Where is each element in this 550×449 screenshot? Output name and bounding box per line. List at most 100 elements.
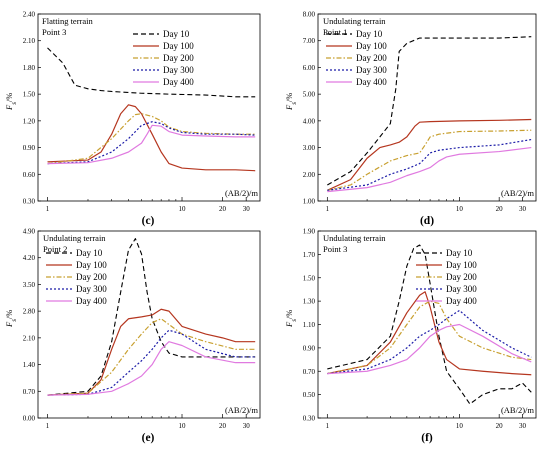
y-tick-label: 2.80 — [23, 308, 36, 316]
legend-label: Day 10 — [163, 29, 190, 39]
x-tick-label: 1 — [326, 422, 330, 430]
series-line-day-400 — [327, 323, 532, 375]
y-axis-label-main: F — [284, 104, 294, 111]
legend-label: Day 200 — [76, 272, 107, 282]
legend-label: Day 10 — [446, 248, 473, 258]
plot-frame — [37, 230, 261, 419]
y-tick-label: 5.00 — [303, 91, 316, 99]
x-tick-label: 20 — [219, 205, 227, 213]
series-line-day-10 — [327, 244, 532, 405]
y-tick-label: 1.50 — [23, 91, 36, 99]
series-line-day-300 — [327, 309, 532, 375]
panel-e: 0.00 0.70 1.40 2.10 2.80 3.50 4.20 4.90 1 10 20 30 (… — [4, 228, 261, 444]
y-tick-label: 0.00 — [23, 415, 36, 423]
y-axis-label-unit: /% — [4, 310, 14, 319]
x-axis-label: (AB/2)/m — [501, 405, 534, 415]
legend-label: Day 200 — [356, 53, 387, 63]
plot-frame — [317, 230, 537, 419]
x-tick-label: 20 — [496, 422, 504, 430]
series-line-day-10 — [47, 47, 256, 98]
y-tick-label: 0.30 — [303, 415, 316, 423]
legend-label: Day 400 — [446, 296, 477, 306]
x-tick-label: 1 — [326, 205, 330, 213]
y-axis-label-unit: /% — [284, 310, 294, 319]
series-line-day-300 — [47, 121, 256, 165]
y-axis-label-sub: s — [10, 102, 18, 105]
y-tick-label: 1.20 — [23, 117, 36, 125]
panel-label: (f) — [421, 432, 433, 444]
y-tick-label: 1.80 — [23, 64, 36, 72]
legend-label: Day 400 — [356, 77, 387, 87]
y-tick-label: 8.00 — [303, 11, 316, 19]
y-tick-label: 2.00 — [303, 171, 316, 179]
series-line-day-200 — [327, 300, 532, 375]
legend-label: Day 10 — [76, 248, 103, 258]
series-line-day-400 — [47, 124, 256, 165]
y-tick-label: 1.70 — [303, 251, 316, 259]
legend-label: Day 300 — [163, 65, 194, 75]
x-axis-label: (AB/2)/m — [225, 188, 258, 198]
legend-label: Day 300 — [356, 65, 387, 75]
series-line-day-400 — [47, 341, 256, 396]
series-line-day-200 — [47, 318, 256, 396]
x-tick-label: 20 — [496, 205, 504, 213]
y-axis-label: Fs/% — [4, 310, 18, 328]
series-line-day-400 — [327, 146, 532, 193]
y-tick-label: 2.10 — [23, 37, 36, 45]
series-line-day-100 — [47, 308, 256, 396]
y-tick-label: 1.50 — [303, 274, 316, 282]
panel-d: 1.00 2.00 3.00 4.00 5.00 6.00 7.00 8.00 1 10 20 30 (… — [284, 11, 537, 227]
legend-label: Day 10 — [356, 29, 383, 39]
legend-label: Day 100 — [76, 260, 107, 270]
panel-f: 0.30 0.50 0.70 0.90 1.10 1.30 1.50 1.70 1.90 1 10 2… — [284, 228, 537, 444]
y-tick-label: 6.00 — [303, 64, 316, 72]
x-tick-label: 10 — [179, 205, 187, 213]
series-line-day-300 — [47, 329, 256, 396]
x-tick-label: 1 — [46, 422, 50, 430]
legend-label: Day 400 — [76, 296, 107, 306]
y-tick-label: 1.30 — [303, 298, 316, 306]
y-tick-label: 0.90 — [303, 344, 316, 352]
y-tick-label: 0.50 — [303, 391, 316, 399]
legend-label: Day 200 — [446, 272, 477, 282]
y-tick-label: 7.00 — [303, 37, 316, 45]
y-axis-label-main: F — [284, 321, 294, 328]
y-tick-label: 3.00 — [303, 144, 316, 152]
panel-title-line: Undulating terrain — [323, 16, 386, 26]
series-line-day-100 — [327, 118, 532, 191]
y-axis-label-main: F — [4, 104, 14, 111]
x-tick-label: 10 — [179, 422, 187, 430]
legend-label: Day 200 — [163, 53, 194, 63]
series-line-day-200 — [47, 113, 256, 165]
x-tick-label: 10 — [456, 422, 464, 430]
y-tick-label: 1.00 — [303, 198, 316, 206]
panel-title-line: Point 3 — [42, 27, 66, 37]
y-axis-label-unit: /% — [4, 93, 14, 102]
legend-label: Day 400 — [163, 77, 194, 87]
legend-label: Day 100 — [163, 41, 194, 51]
x-tick-label: 10 — [456, 205, 464, 213]
y-tick-label: 0.70 — [303, 368, 316, 376]
y-tick-label: 4.00 — [303, 117, 316, 125]
series-line-day-100 — [47, 104, 256, 172]
y-axis-label-unit: /% — [284, 93, 294, 102]
legend-label: Day 100 — [446, 260, 477, 270]
x-tick-label: 30 — [243, 422, 251, 430]
y-tick-label: 4.90 — [23, 228, 36, 236]
y-axis-label-sub: s — [290, 102, 298, 105]
panel-title-line: Point 2 — [43, 244, 67, 254]
y-axis-label-sub: s — [10, 319, 18, 322]
series-line-day-200 — [327, 129, 532, 191]
y-axis-label-sub: s — [290, 319, 298, 322]
panel-title-line: Undulating terrain — [43, 233, 106, 243]
plot-frame — [317, 13, 537, 202]
y-tick-label: 0.70 — [23, 388, 36, 396]
legend-label: Day 300 — [446, 284, 477, 294]
panel-title-line: Point 1 — [323, 27, 347, 37]
panel-c: 0.30 0.60 0.90 1.20 1.50 1.80 2.10 2.40 1 10 20 30 (… — [4, 11, 261, 227]
x-tick-label: 1 — [46, 205, 50, 213]
y-axis-label: Fs/% — [4, 93, 18, 111]
y-tick-label: 1.40 — [23, 361, 36, 369]
panel-label: (e) — [142, 432, 155, 444]
x-axis-label: (AB/2)/m — [501, 188, 534, 198]
